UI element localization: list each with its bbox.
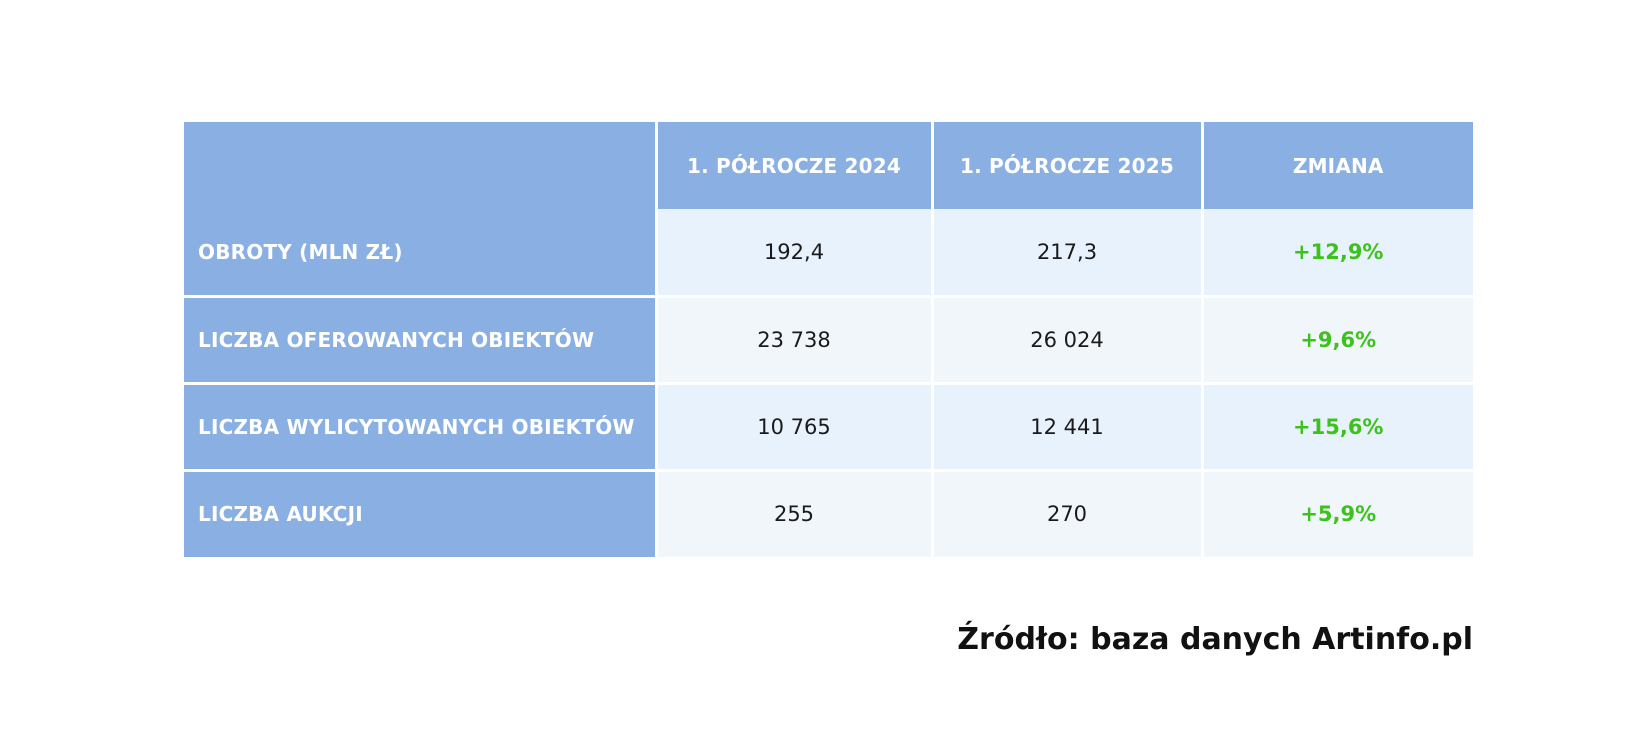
statistics-table: 1. PÓŁROCZE 2024 1. PÓŁROCZE 2025 ZMIANA…: [184, 122, 1473, 557]
header-empty-cell: [184, 122, 658, 209]
value-h1-2024: 255: [654, 468, 934, 557]
value-change: +5,9%: [1200, 468, 1473, 557]
value-change: +15,6%: [1200, 381, 1473, 472]
header-h1-2025: 1. PÓŁROCZE 2025: [930, 122, 1204, 209]
row-label: LICZBA AUKCJI: [184, 468, 658, 557]
table-row: LICZBA OFEROWANYCH OBIEKTÓW 23 738 26 02…: [184, 294, 1473, 385]
value-h1-2024: 10 765: [654, 381, 934, 472]
row-label: LICZBA WYLICYTOWANYCH OBIEKTÓW: [184, 381, 658, 472]
header-h1-2024: 1. PÓŁROCZE 2024: [654, 122, 934, 209]
value-h1-2025: 12 441: [930, 381, 1204, 472]
header-row: 1. PÓŁROCZE 2024 1. PÓŁROCZE 2025 ZMIANA: [184, 122, 1473, 209]
value-change: +12,9%: [1200, 209, 1473, 298]
value-h1-2025: 26 024: [930, 294, 1204, 385]
header-change: ZMIANA: [1200, 122, 1473, 209]
value-h1-2025: 217,3: [930, 209, 1204, 298]
row-label: OBROTY (MLN ZŁ): [184, 209, 658, 298]
value-h1-2024: 192,4: [654, 209, 934, 298]
table-row: LICZBA AUKCJI 255 270 +5,9%: [184, 468, 1473, 557]
value-change: +9,6%: [1200, 294, 1473, 385]
value-h1-2025: 270: [930, 468, 1204, 557]
table-row: OBROTY (MLN ZŁ) 192,4 217,3 +12,9%: [184, 209, 1473, 298]
table-row: LICZBA WYLICYTOWANYCH OBIEKTÓW 10 765 12…: [184, 381, 1473, 472]
row-label: LICZBA OFEROWANYCH OBIEKTÓW: [184, 294, 658, 385]
value-h1-2024: 23 738: [654, 294, 934, 385]
source-note: Źródło: baza danych Artinfo.pl: [957, 622, 1473, 657]
